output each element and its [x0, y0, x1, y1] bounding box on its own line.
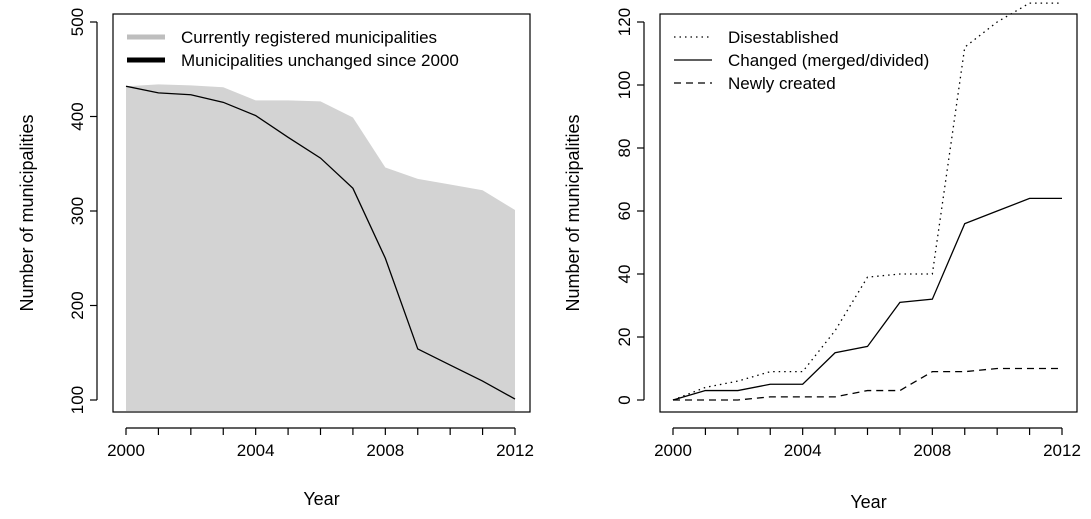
series-line-2: [672, 197, 1062, 401]
x-tick-label: 2012: [1043, 441, 1081, 460]
series-area-1: [126, 84, 515, 412]
y-tick-label: 0: [615, 395, 634, 404]
y-tick-label: 20: [615, 328, 634, 347]
y-tick-label: 400: [68, 102, 87, 130]
legend-label: Currently registered municipalities: [181, 28, 437, 47]
plot-frame: [659, 13, 1078, 413]
legend-label: Municipalities unchanged since 2000: [181, 51, 459, 70]
x-tick-label: 2004: [237, 441, 275, 460]
x-tick-label: 2008: [366, 441, 404, 460]
legend-label: Newly created: [728, 74, 836, 93]
y-tick-label: 120: [615, 8, 634, 36]
x-tick-label: 2000: [107, 441, 145, 460]
legend: Disestablished Changed (merged/divided) Ne…: [674, 28, 929, 93]
y-tick-label: 40: [615, 265, 634, 284]
y-axis-title: Number of municipalities: [17, 114, 37, 311]
x-axis-title: Year: [850, 492, 886, 512]
y-tick-label: 300: [68, 197, 87, 225]
series-line-3: [673, 367, 1062, 401]
y-tick-label: 100: [68, 386, 87, 414]
y-tick-label: 60: [615, 202, 634, 221]
x-tick-label: 2008: [913, 441, 951, 460]
x-tick-label: 2012: [496, 441, 534, 460]
series-line-2: [125, 85, 516, 400]
y-axis-title: Number of municipalities: [563, 114, 583, 311]
chart-panel-2: 2000 2004 2008 2012 0 20 40 60 80 100 120 Year Numbe…: [563, 2, 1081, 512]
legend: Currently registered municipalities Munic…: [127, 28, 459, 70]
chart-panel-1: 2000 2004 2008 2012 100 200 300 400 500 Year Numbe…: [17, 8, 534, 509]
x-tick-label: 2000: [654, 441, 692, 460]
series-line-1: [672, 2, 1062, 401]
y-tick-label: 500: [68, 8, 87, 36]
x-axis-title: Year: [303, 489, 339, 509]
y-tick-label: 100: [615, 71, 634, 99]
legend-label: Changed (merged/divided): [728, 51, 929, 70]
plot-frame: [112, 13, 531, 413]
y-tick-label: 200: [68, 291, 87, 319]
legend-label: Disestablished: [728, 28, 839, 47]
y-tick-label: 80: [615, 139, 634, 158]
x-tick-label: 2004: [784, 441, 822, 460]
